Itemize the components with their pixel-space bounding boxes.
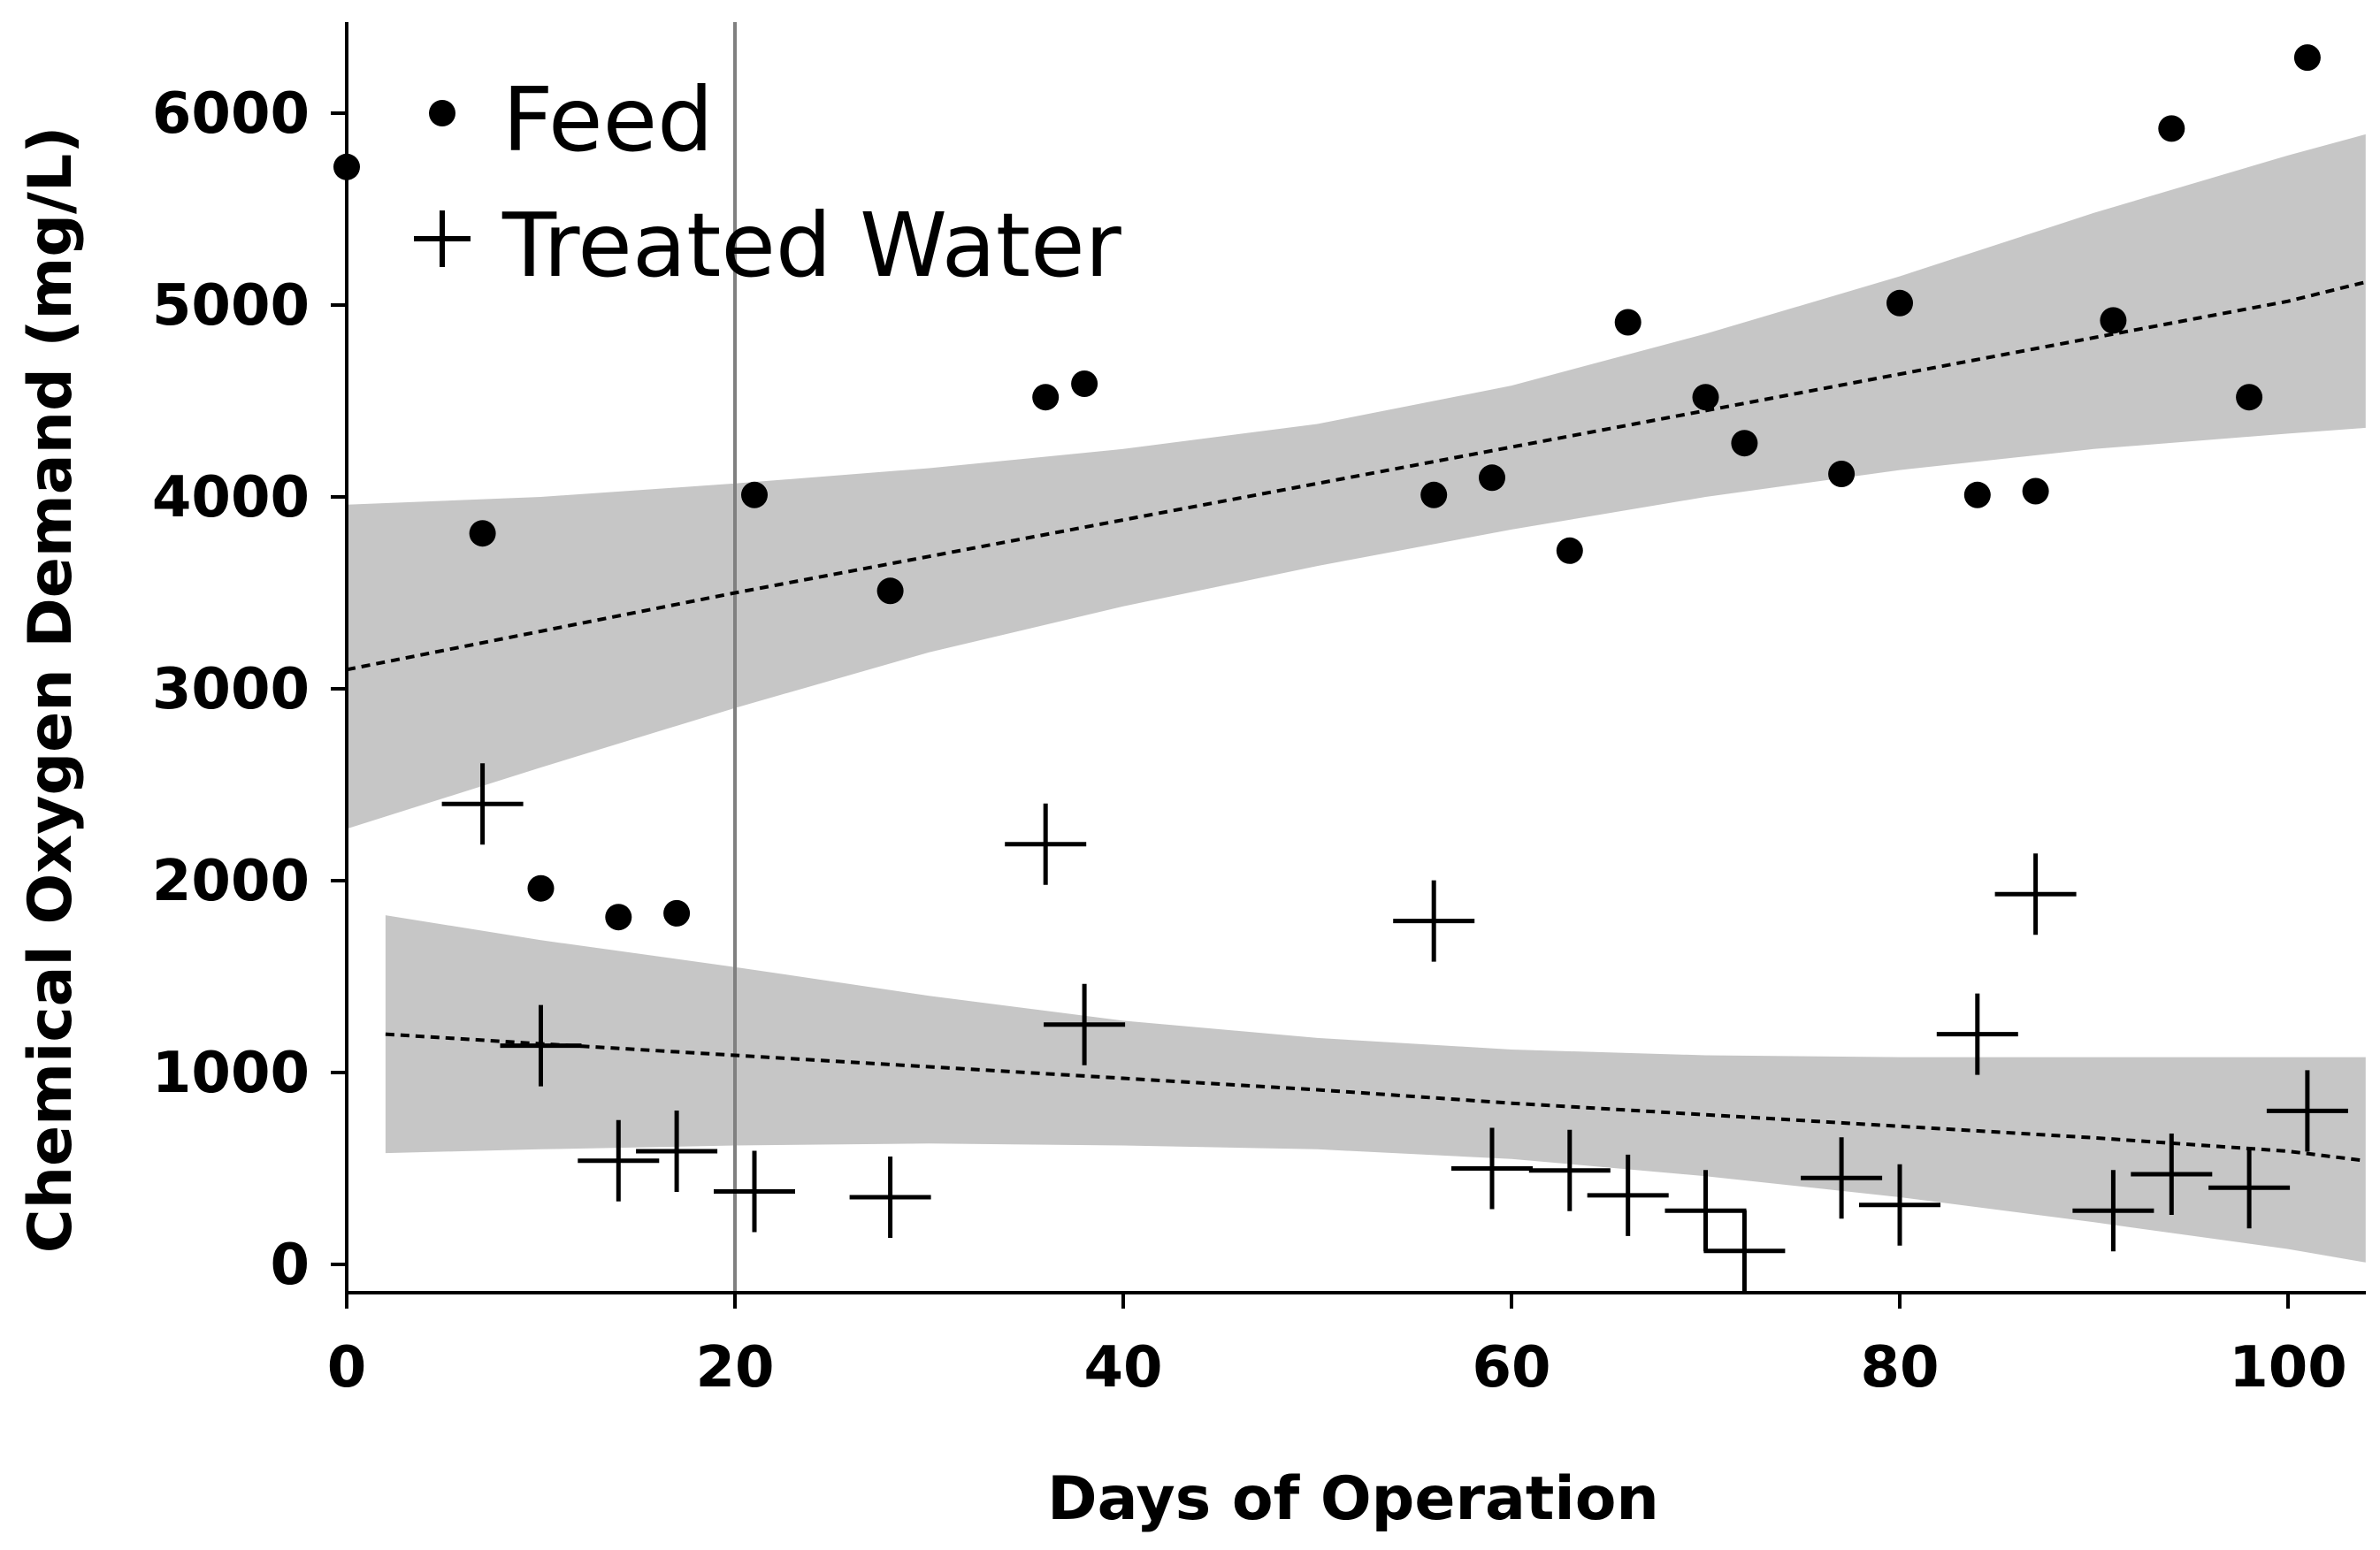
point-treated-water	[1859, 1164, 1940, 1246]
trend-line-treated-water	[385, 1032, 2367, 1163]
legend-marker-feed	[429, 100, 455, 126]
point-feed	[741, 481, 768, 508]
point-feed	[1963, 481, 1991, 508]
y-tick-label: 0	[270, 1233, 310, 1298]
point-treated-water	[1393, 880, 1475, 962]
point-feed	[527, 874, 555, 902]
point-treated-water	[1528, 1129, 1611, 1211]
point-treated-water	[500, 1004, 582, 1087]
point-feed	[2158, 115, 2185, 142]
x-tick-label: 60	[1472, 1335, 1550, 1401]
point-feed	[605, 904, 632, 931]
legend: Feed Treated Water	[414, 68, 1122, 297]
point-feed	[1032, 384, 1060, 411]
point-treated-water	[578, 1119, 660, 1202]
point-feed	[1692, 384, 1719, 411]
point-treated-water	[2072, 1170, 2154, 1252]
point-treated-water	[2131, 1134, 2213, 1215]
point-treated-water	[2208, 1147, 2291, 1229]
point-treated-water	[636, 1111, 718, 1192]
point-feed	[2100, 307, 2127, 334]
y-tick-label: 2000	[152, 849, 310, 914]
point-feed	[1614, 309, 1642, 336]
x-axis-title: Days of Operation	[1047, 1464, 1659, 1534]
point-feed	[1420, 481, 1448, 508]
point-feed	[663, 899, 691, 927]
y-tick-label: 3000	[152, 657, 310, 722]
point-treated-water	[714, 1150, 795, 1233]
point-treated-water	[1994, 853, 2077, 935]
point-treated-water	[1044, 983, 1126, 1065]
trend-lines	[346, 280, 2367, 1163]
point-treated-water	[849, 1157, 931, 1238]
y-tick-label: 1000	[152, 1041, 310, 1106]
x-tick-label: 100	[2229, 1335, 2347, 1401]
point-treated-water	[1801, 1137, 1883, 1219]
point-feed	[2022, 477, 2049, 505]
band-feed	[347, 134, 2366, 829]
point-treated-water	[2266, 1070, 2348, 1152]
legend-label-treated-water: Treated Water	[501, 194, 1122, 297]
point-treated-water	[1451, 1127, 1533, 1210]
y-axis-title: Chemical Oxygen Demand (mg/L)	[16, 126, 86, 1254]
point-feed	[1479, 464, 1505, 492]
point-treated-water	[1005, 803, 1087, 885]
point-feed	[1731, 430, 1758, 457]
data-markers	[333, 44, 2348, 1292]
x-tick-label: 80	[1860, 1335, 1939, 1401]
point-treated-water	[1587, 1154, 1669, 1236]
y-tick-label: 6000	[152, 81, 310, 147]
confidence-bands	[347, 134, 2366, 1263]
point-feed	[2236, 384, 2263, 411]
y-tick-label: 5000	[152, 273, 310, 339]
legend-label-feed: Feed	[502, 68, 714, 172]
point-feed	[1071, 370, 1098, 397]
band-treated-water	[385, 915, 2366, 1263]
x-axis-ticks: 0 20 40 60 80 100	[327, 1293, 2347, 1401]
point-feed	[469, 520, 496, 547]
x-tick-label: 40	[1083, 1335, 1162, 1401]
point-feed	[2293, 44, 2321, 72]
point-treated-water	[441, 763, 524, 845]
point-treated-water	[1703, 1210, 1786, 1292]
point-feed	[1556, 537, 1583, 564]
trend-line-feed	[346, 280, 2367, 672]
x-tick-label: 0	[327, 1335, 367, 1401]
point-feed	[1828, 461, 1856, 487]
x-tick-label: 20	[695, 1335, 774, 1401]
point-feed	[876, 577, 904, 605]
point-treated-water	[1664, 1170, 1747, 1252]
point-treated-water	[1936, 993, 2018, 1075]
point-feed	[1886, 289, 1913, 317]
y-axis-ticks: 0 1000 2000 3000 4000 5000 6000	[152, 81, 347, 1298]
y-tick-label: 4000	[152, 465, 310, 531]
